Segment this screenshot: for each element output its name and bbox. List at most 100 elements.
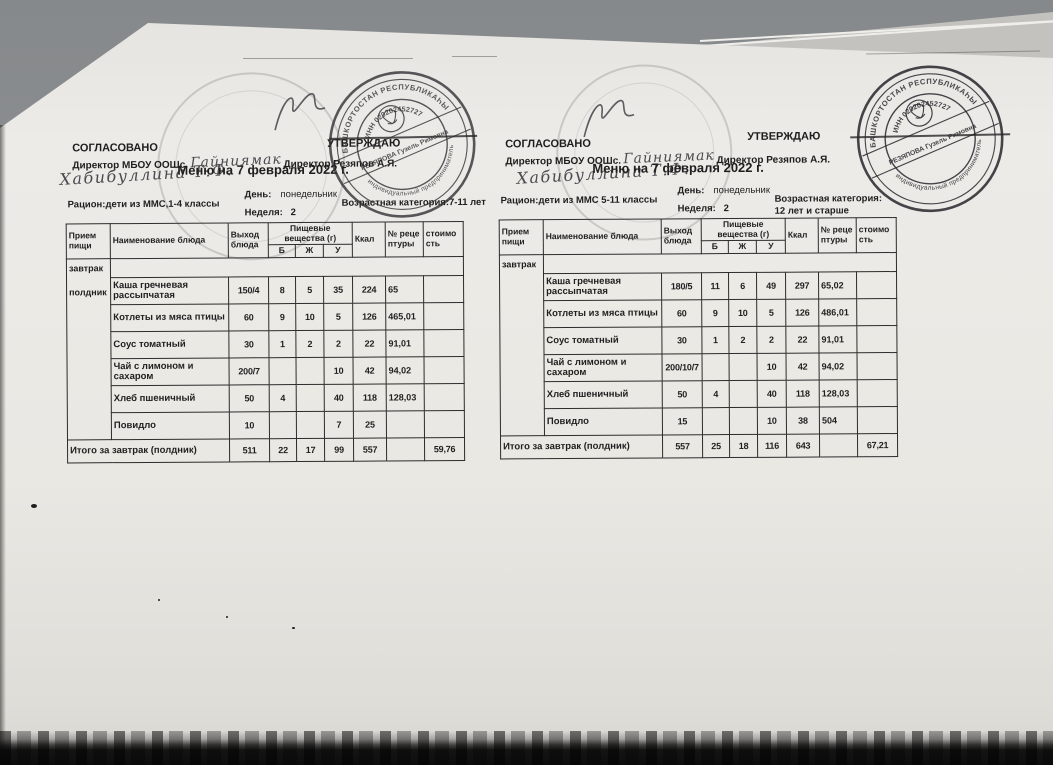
cell-portion: 60 [661, 299, 702, 327]
cell-cost [857, 379, 898, 407]
cell-recipe: 128,03 [386, 383, 425, 411]
cell-recipe: 128,03 [819, 379, 858, 407]
ink-speck [158, 599, 160, 601]
ink-speck [226, 616, 228, 618]
total-recipe [819, 433, 858, 457]
dish-row: Хлеб пшеничный 50 4 40 118 128,03 [500, 379, 898, 409]
cell-kcal: 38 [786, 406, 820, 434]
cell-recipe: 94,02 [819, 352, 858, 380]
total-carbs: 99 [324, 437, 354, 461]
header-portion: Выход блюда [661, 218, 702, 254]
total-kcal: 557 [353, 437, 387, 461]
cell-dish: Повидло [111, 411, 230, 440]
cell-cost [856, 271, 897, 299]
cell-recipe: 91,01 [385, 329, 425, 357]
cell-fat: 10 [295, 302, 324, 331]
cell-fat [296, 410, 325, 439]
header-meal: Прием пищи [499, 219, 544, 255]
header-portion: Выход блюда [228, 222, 269, 258]
signature-scribble [274, 93, 326, 131]
total-carbs: 116 [757, 433, 787, 457]
approved-label: УТВЕРЖДАЮ [747, 130, 821, 143]
cell-portion: 30 [228, 330, 269, 358]
cell-portion: 150/4 [228, 276, 269, 304]
cell-dish: Котлеты из мяса птицы [543, 299, 662, 328]
cell-kcal: 118 [786, 379, 820, 407]
cell-dish: Котлеты из мяса птицы [110, 303, 229, 332]
total-row: Итого за завтрак (полдник) 511 22 17 99 557 59… [67, 437, 465, 463]
cell-dish: Соус томатный [110, 330, 229, 359]
cell-cost [423, 329, 465, 357]
meal-label: завтрак [501, 258, 537, 269]
cell-protein [269, 411, 297, 439]
week-label: Неделя: [677, 203, 716, 215]
total-fat: 17 [296, 437, 325, 462]
header-protein: Б [268, 244, 296, 258]
total-protein: 22 [269, 438, 297, 462]
dish-row: Соус томатный 30 1 2 2 22 91,01 [500, 325, 898, 355]
cell-recipe: 504 [819, 406, 858, 434]
cell-protein: 9 [268, 303, 296, 331]
cell-fat: 2 [728, 325, 757, 354]
cell-fat: 2 [295, 329, 324, 358]
pen-mark [243, 58, 413, 59]
cell-fat [728, 352, 758, 381]
dish-row: Повидло 10 7 25 [67, 410, 465, 440]
menu-table: Прием пищи Наименование блюда Выход блюд… [499, 217, 898, 459]
cell-recipe: 91,01 [818, 325, 858, 353]
round-ink-stamp: БАШКОРТОСТАН РЕСПУБЛИКАҺЫ индивидуальный… [322, 64, 478, 220]
cell-dish: Хлеб пшеничный [544, 380, 663, 409]
header-carbs: У [756, 240, 786, 253]
cell-cost [424, 356, 465, 384]
cell-portion: 60 [228, 303, 269, 331]
cell-recipe: 65,02 [818, 271, 857, 299]
dish-row: Повидло 15 10 38 504 [500, 406, 898, 436]
cell-protein [701, 353, 730, 381]
cell-dish: Чай с лимоном и сахаром [543, 353, 663, 382]
total-portion: 557 [662, 434, 703, 458]
cell-recipe: 94,02 [386, 356, 425, 384]
cell-carbs: 2 [756, 325, 787, 353]
signature-scribble [583, 99, 635, 138]
cell-carbs: 40 [757, 379, 787, 407]
total-label: Итого за завтрак (полдник) [500, 434, 663, 459]
cell-kcal: 25 [353, 410, 387, 438]
total-fat: 18 [729, 433, 758, 458]
cell-recipe: 486,01 [818, 298, 857, 326]
paper-left-shadow [0, 125, 6, 765]
menu-title: Меню на 7 февраля 2022 г. [592, 159, 764, 176]
cell-recipe [386, 410, 425, 438]
stamp-name-text: РЕЗЯПОВА Гузель Римовна [888, 123, 977, 167]
meal-blank-row: завтрак [499, 252, 897, 436]
cell-fat [729, 379, 758, 408]
header-fat: Ж [295, 244, 324, 258]
meal-label: завтрак [68, 262, 104, 273]
total-recipe [386, 437, 425, 461]
cell-dish: Хлеб пшеничный [111, 384, 230, 413]
cell-cost [423, 302, 464, 330]
cell-portion: 200/7 [228, 357, 270, 385]
header-recipe: № рецептуры [385, 221, 424, 257]
cell-kcal: 297 [785, 271, 819, 299]
cell-carbs: 35 [323, 275, 353, 303]
header-kcal: Ккал [785, 217, 819, 253]
ration-line: Рацион:дети из ММС 5-11 классы [500, 194, 658, 207]
cell-protein [268, 357, 297, 385]
cell-cost [857, 352, 898, 380]
ration-line: Рацион:дети из ММС,1-4 классы [67, 198, 220, 211]
week-label: Неделя: [244, 207, 283, 219]
cell-cost [857, 406, 898, 434]
cell-protein: 1 [268, 330, 296, 358]
cell-fat [295, 356, 325, 385]
dish-row: Каша гречневая рассыпчатая 180/5 11 6 49 297 6… [500, 271, 897, 301]
dish-row: Чай с лимоном и сахаром 200/7 10 42 94,02 [67, 356, 465, 386]
age-line2: 12 лет и старше [774, 205, 849, 217]
meal-blank-row: завтрак полдник [66, 256, 464, 440]
cell-portion: 50 [229, 384, 270, 412]
header-dish: Наименование блюда [110, 222, 229, 259]
day-label: День: [244, 189, 272, 201]
cell-fat [729, 406, 758, 435]
cell-carbs: 10 [323, 356, 354, 384]
cell-cost [856, 298, 897, 326]
